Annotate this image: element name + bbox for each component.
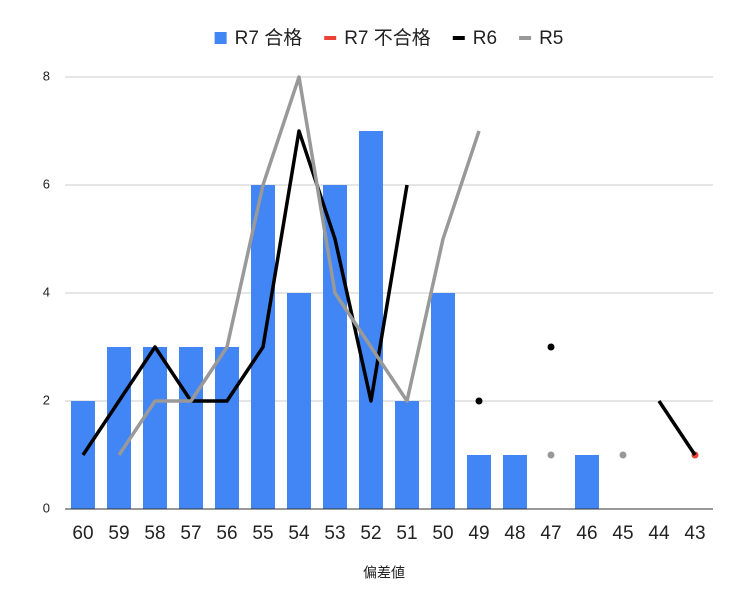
bar [107, 347, 131, 509]
x-tick-label: 43 [684, 523, 705, 544]
x-tick-label: 54 [288, 523, 310, 544]
x-tick-label: 58 [144, 523, 165, 544]
legend-label: R5 [539, 28, 563, 49]
x-tick-label: 51 [396, 523, 417, 544]
x-axis-label: 偏差値 [363, 565, 405, 581]
x-tick-label: 60 [72, 523, 93, 544]
x-tick-label: 56 [216, 523, 237, 544]
legend: R7 合格 R7 不合格 R6 R5 [214, 27, 563, 49]
x-tick-label: 52 [360, 523, 381, 544]
x-tick-label: 47 [540, 523, 561, 544]
x-tick-label: 50 [432, 523, 453, 544]
bar [287, 293, 311, 509]
legend-label: R6 [473, 28, 497, 49]
line-point [547, 343, 555, 351]
x-tick-label: 45 [612, 523, 633, 544]
x-tick-label: 49 [468, 523, 489, 544]
bar [575, 455, 599, 509]
x-tick-label: 55 [252, 523, 273, 544]
y-tick-label: 4 [43, 284, 50, 299]
bar [467, 455, 491, 509]
line-point [547, 451, 555, 459]
legend-marker [214, 32, 227, 44]
bar [431, 293, 455, 509]
line [657, 400, 697, 456]
x-tick-label: 57 [180, 523, 201, 544]
bar [143, 347, 167, 509]
x-tick-label: 44 [648, 523, 670, 544]
x-tick-label: 48 [504, 523, 525, 544]
y-tick-label: 0 [43, 500, 50, 515]
y-tick-label: 2 [43, 392, 50, 407]
bar [359, 131, 383, 509]
x-tick-label: 46 [576, 523, 597, 544]
legend-label: R7 合格 [235, 27, 303, 49]
y-tick-label: 8 [43, 68, 50, 83]
line [117, 75, 481, 456]
line-point [475, 397, 483, 405]
y-tick-label: 6 [43, 176, 50, 191]
x-tick-label: 53 [324, 523, 345, 544]
bar [503, 455, 527, 509]
x-tick-label: 59 [108, 523, 129, 544]
bar [395, 401, 419, 509]
line-point [619, 451, 627, 459]
bar [179, 347, 203, 509]
legend-label: R7 不合格 [344, 27, 431, 49]
bar [215, 347, 239, 509]
